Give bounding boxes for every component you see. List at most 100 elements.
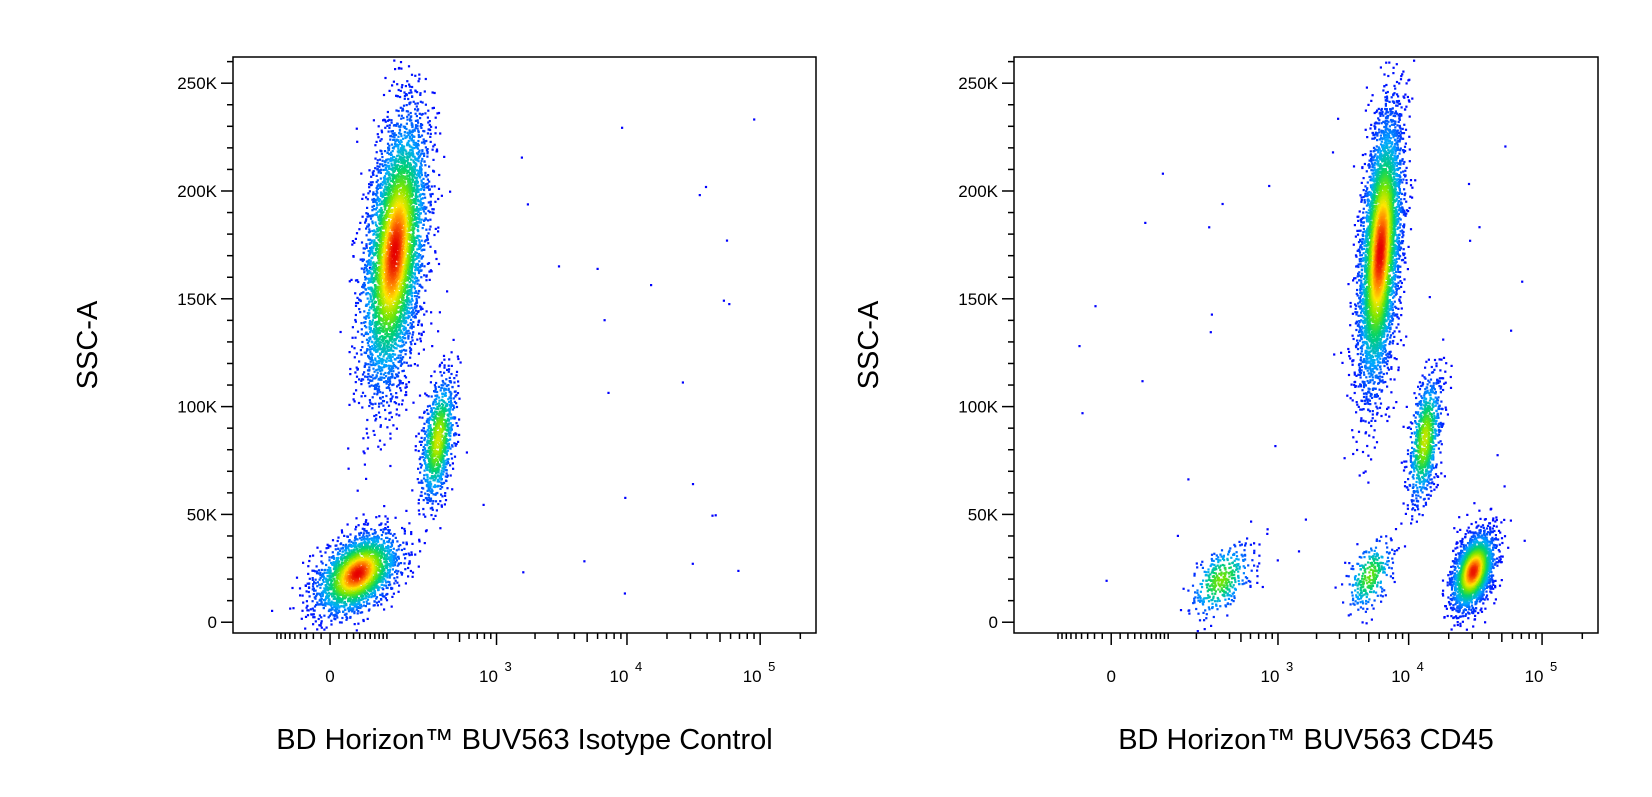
event-dot [406, 289, 409, 292]
event-dot [395, 321, 398, 324]
event-dot [375, 310, 378, 313]
event-dot [438, 402, 441, 405]
event-dot [427, 449, 430, 452]
event-dot [372, 272, 375, 275]
event-dot [406, 144, 409, 147]
event-dot [372, 377, 375, 380]
event-dot [419, 305, 422, 308]
event-dot [271, 609, 274, 612]
event-dot [430, 483, 433, 486]
event-dot [376, 159, 379, 162]
event-dot [414, 445, 417, 448]
event-dot [417, 498, 420, 501]
event-dot [358, 228, 361, 231]
event-dot [368, 368, 371, 371]
event-dot [322, 603, 325, 607]
event-dot [411, 275, 414, 278]
event-dot [430, 311, 433, 314]
event-dot [365, 534, 368, 537]
event-dot [429, 195, 432, 198]
event-dot [386, 557, 389, 560]
event-dot [414, 108, 417, 111]
event-dot [403, 361, 406, 364]
event-dot [373, 327, 376, 330]
event-dot [428, 404, 431, 407]
event-dot [398, 379, 401, 382]
event-dot [425, 149, 428, 152]
event-dot [424, 77, 427, 81]
event-dot [362, 513, 365, 516]
event-dot [316, 585, 319, 588]
event-dot [430, 432, 433, 435]
event-dot [420, 440, 423, 443]
event-dot [368, 602, 371, 605]
event-dot [419, 125, 422, 128]
event-dot [365, 529, 368, 533]
event-dot [443, 418, 446, 421]
event-dot [415, 164, 418, 167]
event-dot [304, 615, 308, 618]
event-dot [371, 591, 374, 594]
event-dot [418, 538, 421, 541]
event-dot [376, 368, 379, 371]
event-dot [341, 559, 344, 562]
event-dot [414, 102, 417, 105]
event-dot [366, 315, 369, 318]
event-dot [388, 335, 391, 338]
event-dot [436, 406, 439, 409]
event-dot [379, 336, 382, 339]
event-dot [417, 502, 420, 505]
event-dot [371, 547, 375, 550]
event-dot [375, 230, 378, 233]
event-dot [397, 139, 400, 142]
event-dot [393, 156, 396, 159]
event-dot [446, 417, 449, 421]
event-dot [366, 546, 369, 549]
event-dot [445, 428, 448, 431]
event-dot [406, 141, 409, 145]
event-dot [384, 584, 388, 587]
event-dot [397, 135, 400, 138]
event-dot [404, 332, 407, 335]
event-dot [366, 312, 369, 315]
event-dot [415, 277, 418, 280]
event-dot [385, 573, 388, 576]
event-dot [424, 392, 427, 395]
event-dot [343, 534, 346, 537]
event-dot [337, 609, 341, 612]
event-dot [363, 592, 366, 595]
event-dot [410, 291, 414, 295]
event-dot [339, 543, 342, 546]
event-dot [400, 548, 403, 552]
event-dot [411, 279, 414, 282]
event-dot [326, 585, 329, 588]
event-dot [406, 283, 409, 286]
event-dot [431, 208, 434, 211]
event-dot [457, 357, 460, 361]
event-dot [403, 311, 406, 314]
event-dot [368, 590, 371, 593]
event-dot [385, 536, 388, 539]
event-dot [526, 203, 529, 206]
event-dot [315, 570, 319, 573]
event-dot [408, 144, 411, 147]
event-dot [337, 561, 340, 565]
event-dot [444, 475, 447, 478]
event-dot [452, 467, 455, 470]
event-dot [360, 241, 364, 244]
event-dot [388, 164, 391, 167]
event-dot [650, 284, 653, 287]
event-dot [319, 583, 322, 586]
event-dot [337, 547, 340, 550]
event-dot [411, 248, 414, 251]
event-dot [429, 218, 432, 221]
event-dot [382, 531, 385, 534]
event-dot [377, 445, 380, 448]
event-dot [454, 395, 457, 398]
event-dot [376, 251, 379, 254]
event-dot [375, 320, 378, 324]
event-dot [378, 184, 382, 187]
event-dot [446, 474, 449, 477]
event-dot [385, 599, 389, 602]
event-dot [406, 174, 409, 177]
